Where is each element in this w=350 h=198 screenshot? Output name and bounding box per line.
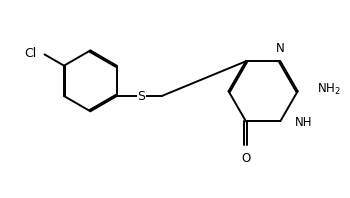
Text: N: N [276,42,285,55]
Text: NH: NH [295,116,313,129]
Text: S: S [138,89,146,103]
Text: NH$_2$: NH$_2$ [317,82,341,97]
Text: O: O [241,152,251,165]
Text: Cl: Cl [25,47,37,60]
